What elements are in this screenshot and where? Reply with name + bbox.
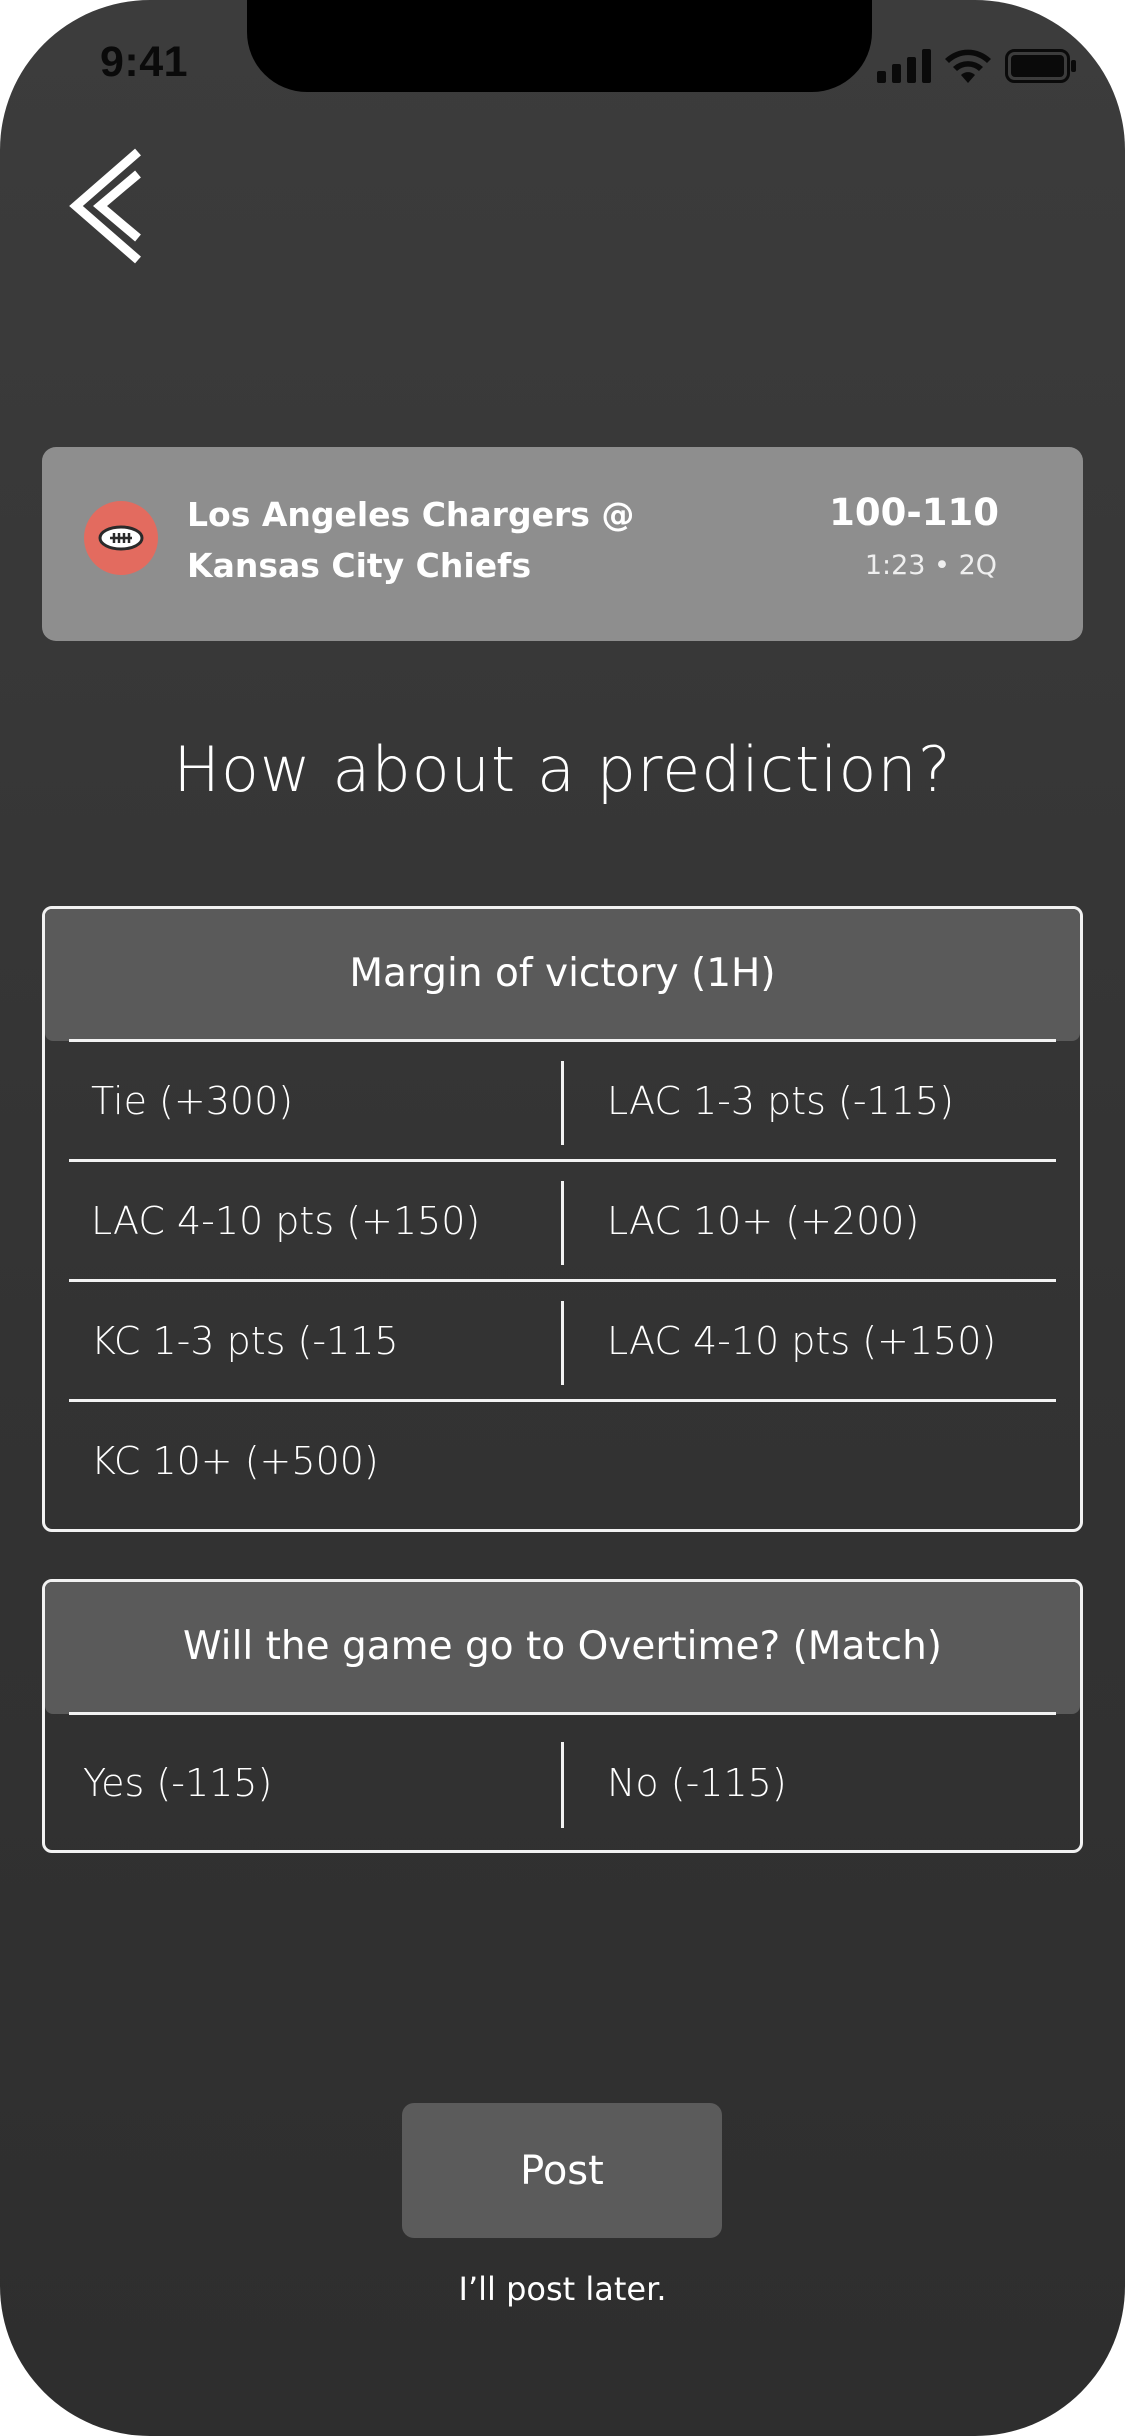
chevron-left-icon [69, 148, 141, 264]
option-yes[interactable]: Yes (-115) [83, 1761, 273, 1805]
option-lac-4-10-second[interactable]: LAC 4-10 pts (+150) [607, 1319, 997, 1363]
option-tie[interactable]: Tie (+300) [91, 1079, 294, 1123]
market-title: Will the game go to Overtime? (Match) [182, 1624, 943, 1669]
divider [69, 1279, 1056, 1282]
post-later-link[interactable]: I’ll post later. [458, 2270, 667, 2308]
option-lac-10-plus[interactable]: LAC 10+ (+200) [607, 1199, 920, 1243]
option-lac-1-3[interactable]: LAC 1-3 pts (-115) [607, 1079, 954, 1123]
option-kc-1-3[interactable]: KC 1-3 pts (-115 [91, 1319, 399, 1363]
market-header: Margin of victory (1H) [45, 909, 1080, 1041]
cellular-signal-icon [877, 49, 931, 83]
back-button[interactable] [62, 146, 152, 266]
matchup-home-team: Kansas City Chiefs [187, 546, 532, 585]
device-notch [247, 0, 872, 92]
divider [69, 1399, 1056, 1402]
divider [561, 1301, 564, 1385]
divider [69, 1712, 1056, 1715]
page-title: How about a prediction? [173, 733, 952, 806]
matchup-away-team: Los Angeles Chargers @ [187, 495, 635, 534]
divider [561, 1061, 564, 1145]
game-clock: 1:23 • 2Q [864, 550, 997, 581]
matchup: Los Angeles Chargers @ Kansas City Chief… [187, 489, 634, 591]
market-title: Margin of victory (1H) [349, 951, 776, 996]
football-icon [98, 525, 144, 551]
market-overtime: Will the game go to Overtime? (Match) Ye… [42, 1579, 1083, 1853]
market-margin-of-victory: Margin of victory (1H) Tie (+300) LAC 1-… [42, 906, 1083, 1532]
option-no[interactable]: No (-115) [607, 1761, 787, 1805]
status-bar-time: 9:41 [100, 38, 189, 86]
game-score: 100-110 [829, 491, 999, 534]
option-lac-4-10[interactable]: LAC 4-10 pts (+150) [91, 1199, 481, 1243]
divider [561, 1742, 564, 1828]
market-header: Will the game go to Overtime? (Match) [45, 1582, 1080, 1714]
divider [561, 1181, 564, 1265]
wifi-icon [945, 49, 991, 83]
divider [69, 1039, 1056, 1042]
option-kc-10-plus[interactable]: KC 10+ (+500) [91, 1439, 379, 1483]
team-logo [84, 501, 158, 575]
game-card[interactable]: Los Angeles Chargers @ Kansas City Chief… [42, 447, 1083, 641]
post-button[interactable]: Post [402, 2103, 722, 2238]
divider [69, 1159, 1056, 1162]
battery-icon [1005, 49, 1076, 83]
status-bar-icons [877, 46, 1077, 86]
